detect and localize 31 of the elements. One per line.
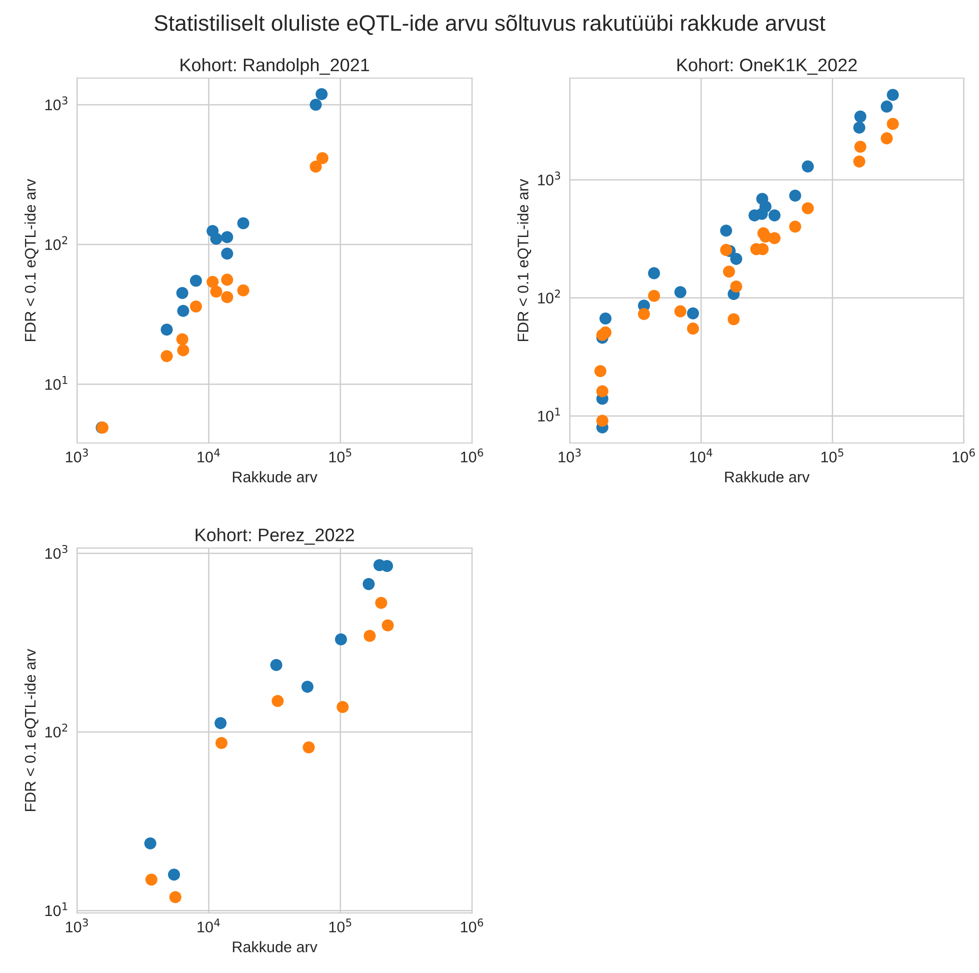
- x-axis-title: Rakkude arv: [725, 471, 810, 482]
- x-tick-label: 10$^{5}$: [821, 448, 844, 462]
- x-tick-label: 10$^{5}$: [329, 918, 352, 932]
- x-tick-label: 10$^{3}$: [66, 918, 88, 932]
- x-tick-label: 10$^{5}$: [329, 448, 352, 462]
- chart-title: Kohort: Randolph_2021: [180, 58, 370, 75]
- y-tick-label: 10$^{1}$: [45, 902, 68, 916]
- x-tick-label: 10$^{6}$: [461, 448, 484, 462]
- chart-title: Kohort: OneK1K_2022: [677, 58, 857, 75]
- text: Statistiliselt oluliste eQTL-ide arvu sõltuvus rakutüübi rakkude arvust: [154, 14, 826, 35]
- x-tick-label: 10$^{4}$: [198, 918, 220, 932]
- x-tick-label: 10$^{6}$: [952, 448, 975, 462]
- y-tick-label: 10$^{2}$: [45, 236, 68, 250]
- chart-title: Kohort: Perez_2022: [196, 528, 354, 545]
- y-tick-label: 10$^{3}$: [538, 172, 560, 186]
- y-tick-label: 10$^{1}$: [45, 376, 68, 390]
- y-axis-title: FDR < 0.1 eQTL-ide arv: [517, 178, 532, 342]
- y-tick-label: 10$^{2}$: [538, 290, 560, 304]
- x-tick-label: 10$^{3}$: [558, 448, 581, 462]
- y-tick-label: 10$^{1}$: [538, 408, 560, 422]
- x-tick-label: 10$^{4}$: [198, 448, 220, 462]
- y-axis-title: FDR < 0.1 eQTL-ide arv: [24, 178, 38, 342]
- y-tick-label: 10$^{3}$: [45, 544, 68, 559]
- x-tick-label: 10$^{3}$: [66, 448, 88, 462]
- y-tick-label: 10$^{2}$: [45, 724, 68, 738]
- y-tick-label: 10$^{3}$: [45, 96, 68, 110]
- x-axis-title: Rakkude arv: [232, 471, 318, 482]
- x-tick-label: 10$^{4}$: [690, 448, 712, 462]
- x-axis-title: Rakkude arv: [232, 941, 318, 952]
- y-axis-title: FDR < 0.1 eQTL-ide arv: [24, 648, 38, 811]
- x-tick-label: 10$^{6}$: [461, 918, 484, 932]
